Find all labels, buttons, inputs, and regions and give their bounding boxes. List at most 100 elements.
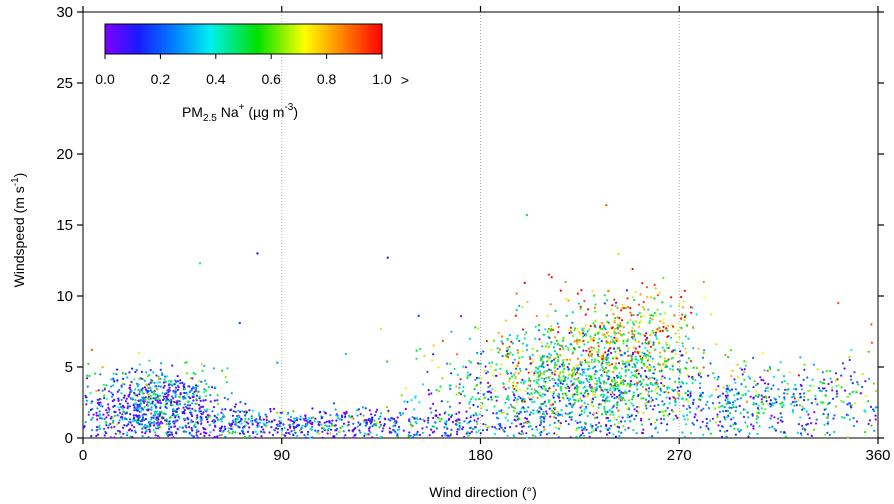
data-point xyxy=(525,432,528,435)
data-point xyxy=(634,355,637,358)
data-point xyxy=(579,363,582,366)
data-point xyxy=(697,347,700,350)
data-point xyxy=(99,417,102,420)
data-point xyxy=(531,395,535,398)
data-point xyxy=(554,413,557,416)
data-point xyxy=(652,341,655,344)
data-point xyxy=(489,365,492,368)
data-point xyxy=(560,379,563,382)
data-point xyxy=(537,410,541,413)
data-point xyxy=(653,311,656,315)
data-point xyxy=(652,365,655,368)
data-point xyxy=(201,369,204,372)
data-point xyxy=(169,416,172,419)
data-point xyxy=(211,410,214,413)
data-point xyxy=(135,409,138,412)
data-point xyxy=(674,380,677,383)
data-point xyxy=(633,298,636,302)
data-point xyxy=(583,427,586,430)
data-point xyxy=(617,409,620,412)
data-point xyxy=(215,436,218,439)
data-point xyxy=(105,409,108,412)
data-point xyxy=(500,340,503,343)
data-point xyxy=(637,372,641,375)
data-point xyxy=(872,382,876,385)
data-point xyxy=(566,397,569,400)
data-point xyxy=(558,399,561,403)
data-point xyxy=(610,384,613,387)
data-point xyxy=(237,431,240,434)
data-point xyxy=(601,333,604,336)
data-point xyxy=(485,339,488,343)
data-point xyxy=(458,411,461,414)
data-point xyxy=(184,424,187,427)
data-point xyxy=(150,391,154,394)
data-point xyxy=(667,346,670,350)
data-point xyxy=(633,333,636,336)
data-point xyxy=(340,418,343,421)
data-point xyxy=(125,397,128,400)
data-point xyxy=(192,387,195,390)
data-point xyxy=(552,403,555,406)
data-point xyxy=(645,375,648,379)
data-point xyxy=(415,357,418,360)
data-point xyxy=(743,408,746,411)
data-point xyxy=(553,432,556,435)
data-point xyxy=(623,420,627,423)
data-point xyxy=(667,391,670,394)
data-point xyxy=(87,413,90,416)
data-point xyxy=(271,420,274,423)
data-point xyxy=(827,413,830,416)
data-point xyxy=(136,394,139,397)
data-point xyxy=(609,413,612,416)
data-point xyxy=(650,390,653,393)
data-point xyxy=(158,381,162,384)
data-point xyxy=(645,383,648,386)
data-point xyxy=(644,398,648,401)
data-point xyxy=(356,414,359,417)
data-point xyxy=(687,337,690,340)
data-point xyxy=(833,430,836,434)
data-point xyxy=(622,425,625,428)
data-point xyxy=(604,328,607,331)
data-point xyxy=(592,339,595,342)
data-point xyxy=(299,415,302,418)
data-point xyxy=(149,421,152,424)
data-point xyxy=(148,359,151,362)
data-point xyxy=(489,384,492,387)
data-point xyxy=(757,393,761,397)
data-point xyxy=(647,393,650,396)
data-point xyxy=(482,350,485,353)
data-point xyxy=(587,361,590,364)
data-point xyxy=(523,281,526,284)
data-point xyxy=(176,384,180,387)
data-point xyxy=(493,433,496,436)
data-point xyxy=(511,353,514,356)
data-point xyxy=(493,369,496,372)
data-point xyxy=(757,395,760,398)
data-point xyxy=(128,371,131,374)
data-point xyxy=(570,380,573,383)
data-point xyxy=(633,370,637,373)
data-point xyxy=(435,388,438,392)
data-point xyxy=(174,393,177,396)
data-point xyxy=(474,326,477,329)
data-point xyxy=(121,413,124,416)
data-point xyxy=(518,339,521,342)
data-point xyxy=(608,376,611,379)
data-point xyxy=(852,417,855,420)
data-point xyxy=(757,404,760,407)
data-point xyxy=(439,385,442,388)
data-point xyxy=(867,350,870,353)
data-point xyxy=(354,426,357,430)
data-point xyxy=(146,397,149,400)
data-point xyxy=(549,399,552,402)
data-point xyxy=(458,386,461,389)
data-point xyxy=(174,395,177,398)
data-point xyxy=(504,319,507,322)
data-point xyxy=(555,363,558,366)
data-point xyxy=(252,430,255,434)
data-point xyxy=(234,403,237,406)
data-point xyxy=(706,400,709,403)
data-point xyxy=(422,418,425,421)
